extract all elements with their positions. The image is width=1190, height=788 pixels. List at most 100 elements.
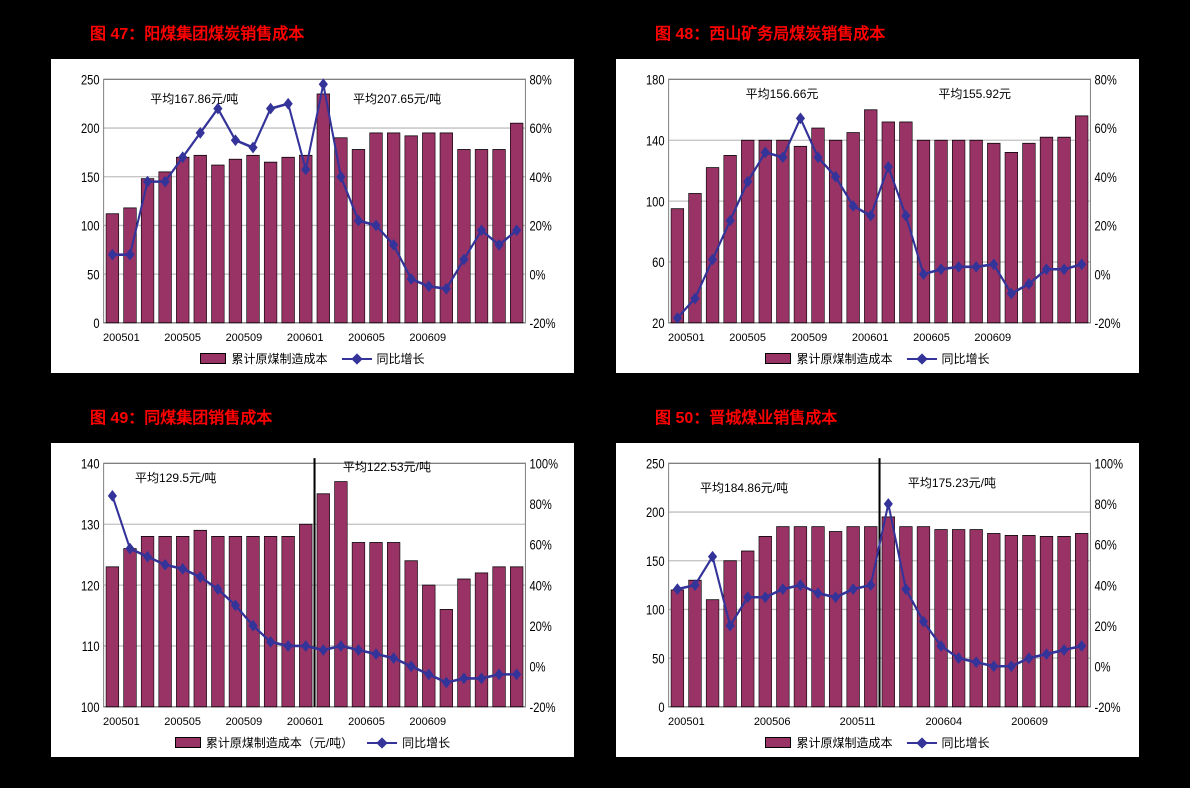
legend: 累计原煤制造成本 同比增长 [624,734,1131,751]
legend-bar-swatch [200,353,226,364]
legend-line-item: 同比增长 [367,734,450,751]
legend-line-label: 同比增长 [942,350,990,367]
svg-text:40%: 40% [529,577,551,594]
svg-text:0: 0 [93,315,99,328]
chart-annotation: 平均155.92元 [938,85,1011,102]
chart-annotation: 平均207.65元/吨 [353,90,441,107]
svg-text:20%: 20% [529,617,551,634]
panel-title: 图 50：晋城煤业销售成本 [655,404,1140,428]
svg-text:60: 60 [652,254,664,271]
plot: 0 50 100 150 200 250 -20% 0% 20% 40% 60% 80% 100% 平均1… [624,453,1131,712]
chart-annotation: 平均122.53元/吨 [343,458,431,475]
svg-text:100%: 100% [1094,455,1123,472]
svg-text:100: 100 [81,699,100,712]
svg-text:200: 200 [646,504,665,521]
svg-text:180: 180 [646,71,665,88]
chart-annotation: 平均156.66元 [746,85,819,102]
svg-text:140: 140 [81,455,100,472]
svg-text:40%: 40% [529,169,551,186]
legend-line-label: 同比增长 [942,734,990,751]
svg-text:110: 110 [82,638,100,655]
panel-50: 图 50：晋城煤业销售成本 0 50 100 150 200 250 -20% 0% 20% 40… [615,404,1140,758]
plot: 100110120130140-20%0%20%40%60%80%100%平均1… [59,453,566,712]
legend-line-swatch [907,353,937,365]
x-axis-labels: 200501200505200509200601200605200609 [624,328,1131,344]
svg-text:100: 100 [81,217,100,234]
panel-title: 图 47：阳煤集团煤炭销售成本 [90,20,575,44]
x-axis-labels: 200501200505200509200601200605200609 [59,712,566,728]
chart-area: 100110120130140-20%0%20%40%60%80%100%平均1… [50,442,575,758]
svg-text:40%: 40% [1094,169,1116,186]
x-axis-labels: 200501200506200511200604200609 [624,712,1131,728]
legend-line-item: 同比增长 [342,350,425,367]
panel-49: 图 49：同煤集团销售成本 100 110 120 130 140 -20% 0% 20% 40… [50,404,575,758]
plot: 050100150200250-20%0%20%40%60%80%平均167.8… [59,69,566,328]
legend-line-label: 同比增长 [377,350,425,367]
legend: 累计原煤制造成本（元/吨） 同比增长 [59,734,566,751]
legend-line-swatch [907,737,937,749]
svg-text:120: 120 [81,577,100,594]
svg-text:50: 50 [87,266,99,283]
legend-line-swatch [342,353,372,365]
chart-annotation: 平均184.86元/吨 [700,479,788,496]
svg-text:80%: 80% [1094,496,1116,513]
svg-text:80%: 80% [529,71,551,88]
svg-text:60%: 60% [1094,120,1116,137]
legend-bar-item: 累计原煤制造成本 [765,734,892,751]
legend-line-swatch [367,737,397,749]
svg-text:250: 250 [646,455,665,472]
chart-area: 050100150200250-20%0%20%40%60%80%平均167.8… [50,58,575,374]
svg-text:20%: 20% [529,217,551,234]
panel-title: 图 48：西山矿务局煤炭销售成本 [655,20,1140,44]
chart-annotation: 平均129.5元/吨 [135,469,216,486]
svg-text:0%: 0% [1094,658,1110,675]
panel-48: 图 48：西山矿务局煤炭销售成本 2060100140180-20%0%20%4… [615,20,1140,374]
legend: 累计原煤制造成本 同比增长 [59,350,566,367]
svg-text:60%: 60% [1094,536,1116,553]
svg-text:80%: 80% [1094,71,1116,88]
svg-text:200: 200 [81,120,100,137]
svg-text:50: 50 [652,650,664,667]
svg-text:0%: 0% [529,266,545,283]
legend-bar-swatch [175,737,201,748]
legend-bar-item: 累计原煤制造成本 [765,350,892,367]
svg-text:0%: 0% [1094,266,1110,283]
legend: 累计原煤制造成本 同比增长 [624,350,1131,367]
svg-text:150: 150 [81,169,100,186]
panel-title: 图 49：同煤集团销售成本 [90,404,575,428]
legend-bar-item: 累计原煤制造成本 [200,350,327,367]
chart-area: 2060100140180-20%0%20%40%60%80%平均156.66元… [615,58,1140,374]
svg-text:-20%: -20% [529,699,555,712]
legend-bar-label: 累计原煤制造成本 [796,734,892,751]
svg-text:100: 100 [646,601,665,618]
legend-bar-item: 累计原煤制造成本（元/吨） [175,734,353,751]
legend-bar-swatch [765,737,791,748]
svg-text:130: 130 [81,516,100,533]
svg-text:150: 150 [646,553,665,570]
svg-text:60%: 60% [529,536,551,553]
svg-text:40%: 40% [1094,577,1116,594]
svg-text:-20%: -20% [529,315,555,328]
svg-text:20: 20 [652,315,664,328]
legend-bar-label: 累计原煤制造成本（元/吨） [206,734,353,751]
svg-text:80%: 80% [529,496,551,513]
svg-text:20%: 20% [1094,217,1116,234]
svg-text:0%: 0% [529,658,545,675]
svg-text:0: 0 [658,699,664,712]
svg-text:-20%: -20% [1094,315,1120,328]
chart-area: 0 50 100 150 200 250 -20% 0% 20% 40% 60% 80% 100% 平均1… [615,442,1140,758]
chart-grid: 图 47：阳煤集团煤炭销售成本 050100150200250-20%0%20%… [0,0,1190,788]
svg-text:60%: 60% [529,120,551,137]
chart-annotation: 平均167.86元/吨 [150,90,238,107]
legend-line-item: 同比增长 [907,734,990,751]
svg-text:-20%: -20% [1094,699,1120,712]
svg-text:100: 100 [646,193,665,210]
chart-annotation: 平均175.23元/吨 [908,474,996,491]
svg-text:20%: 20% [1094,617,1116,634]
legend-bar-label: 累计原煤制造成本 [231,350,327,367]
legend-bar-swatch [765,353,791,364]
x-axis-labels: 200501200505200509200601200605200609 [59,328,566,344]
legend-line-label: 同比增长 [402,734,450,751]
plot: 2060100140180-20%0%20%40%60%80%平均156.66元… [624,69,1131,328]
legend-line-item: 同比增长 [907,350,990,367]
